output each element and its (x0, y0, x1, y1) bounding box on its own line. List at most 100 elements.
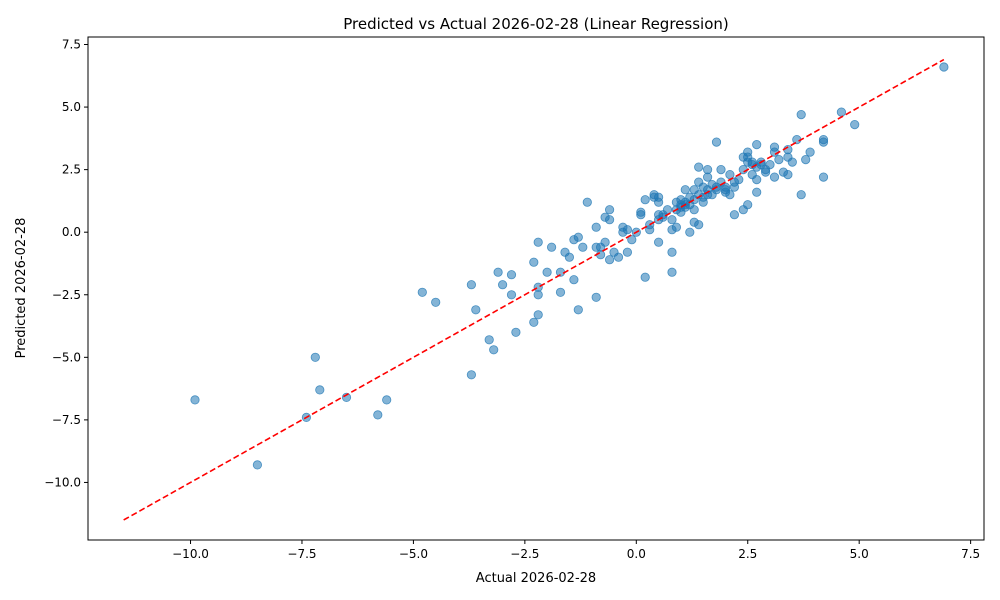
data-point (506, 290, 517, 300)
data-point (743, 152, 753, 162)
data-point (431, 297, 441, 307)
data-point (667, 215, 677, 225)
data-point (774, 155, 784, 165)
x-tick-label: −2.5 (510, 547, 539, 561)
data-point (533, 290, 543, 300)
data-point (694, 220, 704, 230)
plot-frame (87, 36, 985, 541)
y-tick-label: −2.5 (52, 288, 81, 302)
data-point (636, 210, 646, 220)
data-point (604, 205, 615, 215)
x-tick-label: −10.0 (172, 547, 209, 561)
data-point (493, 267, 503, 277)
y-tick-label: −5.0 (52, 350, 81, 364)
data-point (600, 237, 610, 247)
y-tick-label: −10.0 (44, 475, 81, 489)
data-point (667, 267, 677, 277)
data-point (685, 227, 695, 237)
x-tick-label: −5.0 (399, 547, 428, 561)
data-point (373, 410, 383, 420)
data-point (640, 272, 650, 282)
data-point (382, 395, 392, 405)
data-point (591, 292, 601, 302)
reference-line (123, 58, 945, 521)
data-point (796, 110, 806, 120)
data-point (484, 335, 494, 345)
data-point (533, 310, 543, 320)
data-point (613, 252, 624, 262)
data-point (640, 195, 650, 205)
data-point (564, 252, 575, 262)
data-point (818, 137, 829, 147)
x-tick-label: 5.0 (850, 547, 869, 561)
data-point (310, 352, 320, 362)
data-point (529, 317, 539, 327)
reference-line-layer (123, 58, 945, 521)
y-tick-label: 7.5 (62, 38, 81, 52)
data-point (622, 225, 633, 235)
data-point (417, 287, 427, 297)
data-point (658, 212, 668, 222)
y-tick-label: −7.5 (52, 413, 81, 427)
data-point (555, 287, 566, 297)
data-point (805, 147, 815, 157)
x-tick-label: 7.5 (961, 547, 980, 561)
y-axis-label: Predicted 2026-02-28 (14, 218, 29, 359)
data-point (662, 205, 673, 215)
data-point (569, 275, 579, 285)
data-point (506, 270, 517, 280)
data-point (729, 210, 740, 220)
data-point (796, 190, 806, 200)
data-point (627, 235, 637, 245)
data-point (689, 205, 699, 215)
data-point (533, 282, 543, 292)
y-axis-ticks: −10.0 −7.5 −5.0 −2.5 0.0 2.5 5.0 7.5 (44, 38, 88, 489)
data-point (466, 280, 476, 290)
data-point (511, 327, 521, 337)
data-point (769, 172, 780, 182)
x-tick-label: 0.0 (627, 547, 646, 561)
x-tick-label: 2.5 (738, 547, 757, 561)
data-point (573, 305, 583, 315)
data-point (783, 152, 793, 162)
data-point (471, 305, 481, 315)
data-point (702, 172, 713, 182)
y-tick-label: 5.0 (62, 100, 81, 114)
data-point (694, 162, 704, 172)
data-point (680, 185, 690, 195)
data-point (752, 140, 762, 150)
data-point (711, 137, 722, 147)
data-point (529, 257, 539, 267)
data-point (653, 237, 664, 247)
y-tick-label: 2.5 (62, 163, 81, 177)
chart-title: Predicted vs Actual 2026-02-28 (Linear R… (343, 15, 728, 33)
data-point (752, 175, 762, 185)
data-point (818, 172, 829, 182)
y-tick-label: 0.0 (62, 225, 81, 239)
data-point (850, 120, 860, 130)
data-point (573, 232, 583, 242)
data-point (622, 247, 633, 257)
data-point (604, 255, 615, 265)
data-point (582, 197, 592, 207)
data-point (315, 385, 325, 395)
data-point (729, 177, 740, 187)
data-point (252, 460, 262, 470)
data-point (752, 187, 762, 197)
data-point (939, 62, 949, 72)
x-axis-ticks: −10.0 −7.5 −5.0 −2.5 0.0 2.5 5.0 7.5 (172, 540, 980, 561)
data-point (591, 222, 601, 232)
data-point (716, 165, 726, 175)
data-point (720, 185, 731, 195)
data-point (671, 222, 682, 232)
data-point (836, 107, 847, 117)
data-point (578, 242, 588, 252)
data-point (604, 215, 615, 225)
data-point (743, 200, 753, 210)
data-point (783, 170, 793, 180)
data-point (546, 242, 557, 252)
data-point (645, 225, 655, 235)
data-point (649, 192, 659, 202)
